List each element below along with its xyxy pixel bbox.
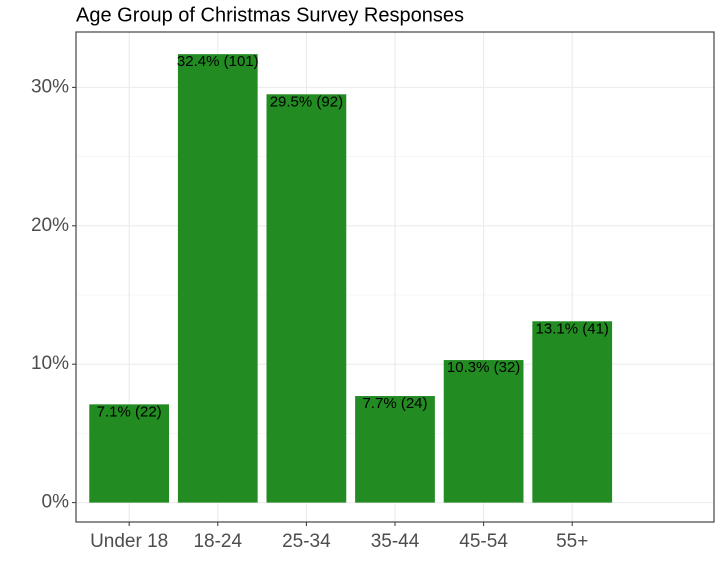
bar — [89, 404, 170, 503]
x-tick-label: Under 18 — [90, 531, 168, 552]
x-tick-label: 45-54 — [459, 531, 508, 552]
x-tick-label: 55+ — [556, 531, 588, 552]
chart-title: Age Group of Christmas Survey Responses — [76, 4, 464, 26]
y-tick-label: 30% — [31, 76, 69, 97]
bar — [177, 54, 258, 503]
value-label: 32.4% (101) — [177, 53, 259, 70]
value-label: 10.3% (32) — [447, 359, 520, 376]
x-tick-label: 25-34 — [282, 531, 331, 552]
bar — [532, 321, 613, 503]
y-tick-label: 20% — [31, 215, 69, 236]
bar — [355, 396, 435, 503]
bar — [266, 94, 347, 503]
value-label: 7.1% (22) — [97, 403, 162, 420]
y-tick-label: 0% — [42, 492, 70, 513]
value-label: 7.7% (24) — [362, 395, 427, 412]
x-tick-label: 18-24 — [193, 531, 242, 552]
bar — [443, 360, 524, 503]
y-tick-label: 10% — [31, 353, 69, 374]
value-label: 13.1% (41) — [536, 320, 609, 337]
panel-border — [75, 31, 715, 523]
value-label: 29.5% (92) — [270, 93, 343, 110]
x-tick-label: 35-44 — [371, 531, 420, 552]
